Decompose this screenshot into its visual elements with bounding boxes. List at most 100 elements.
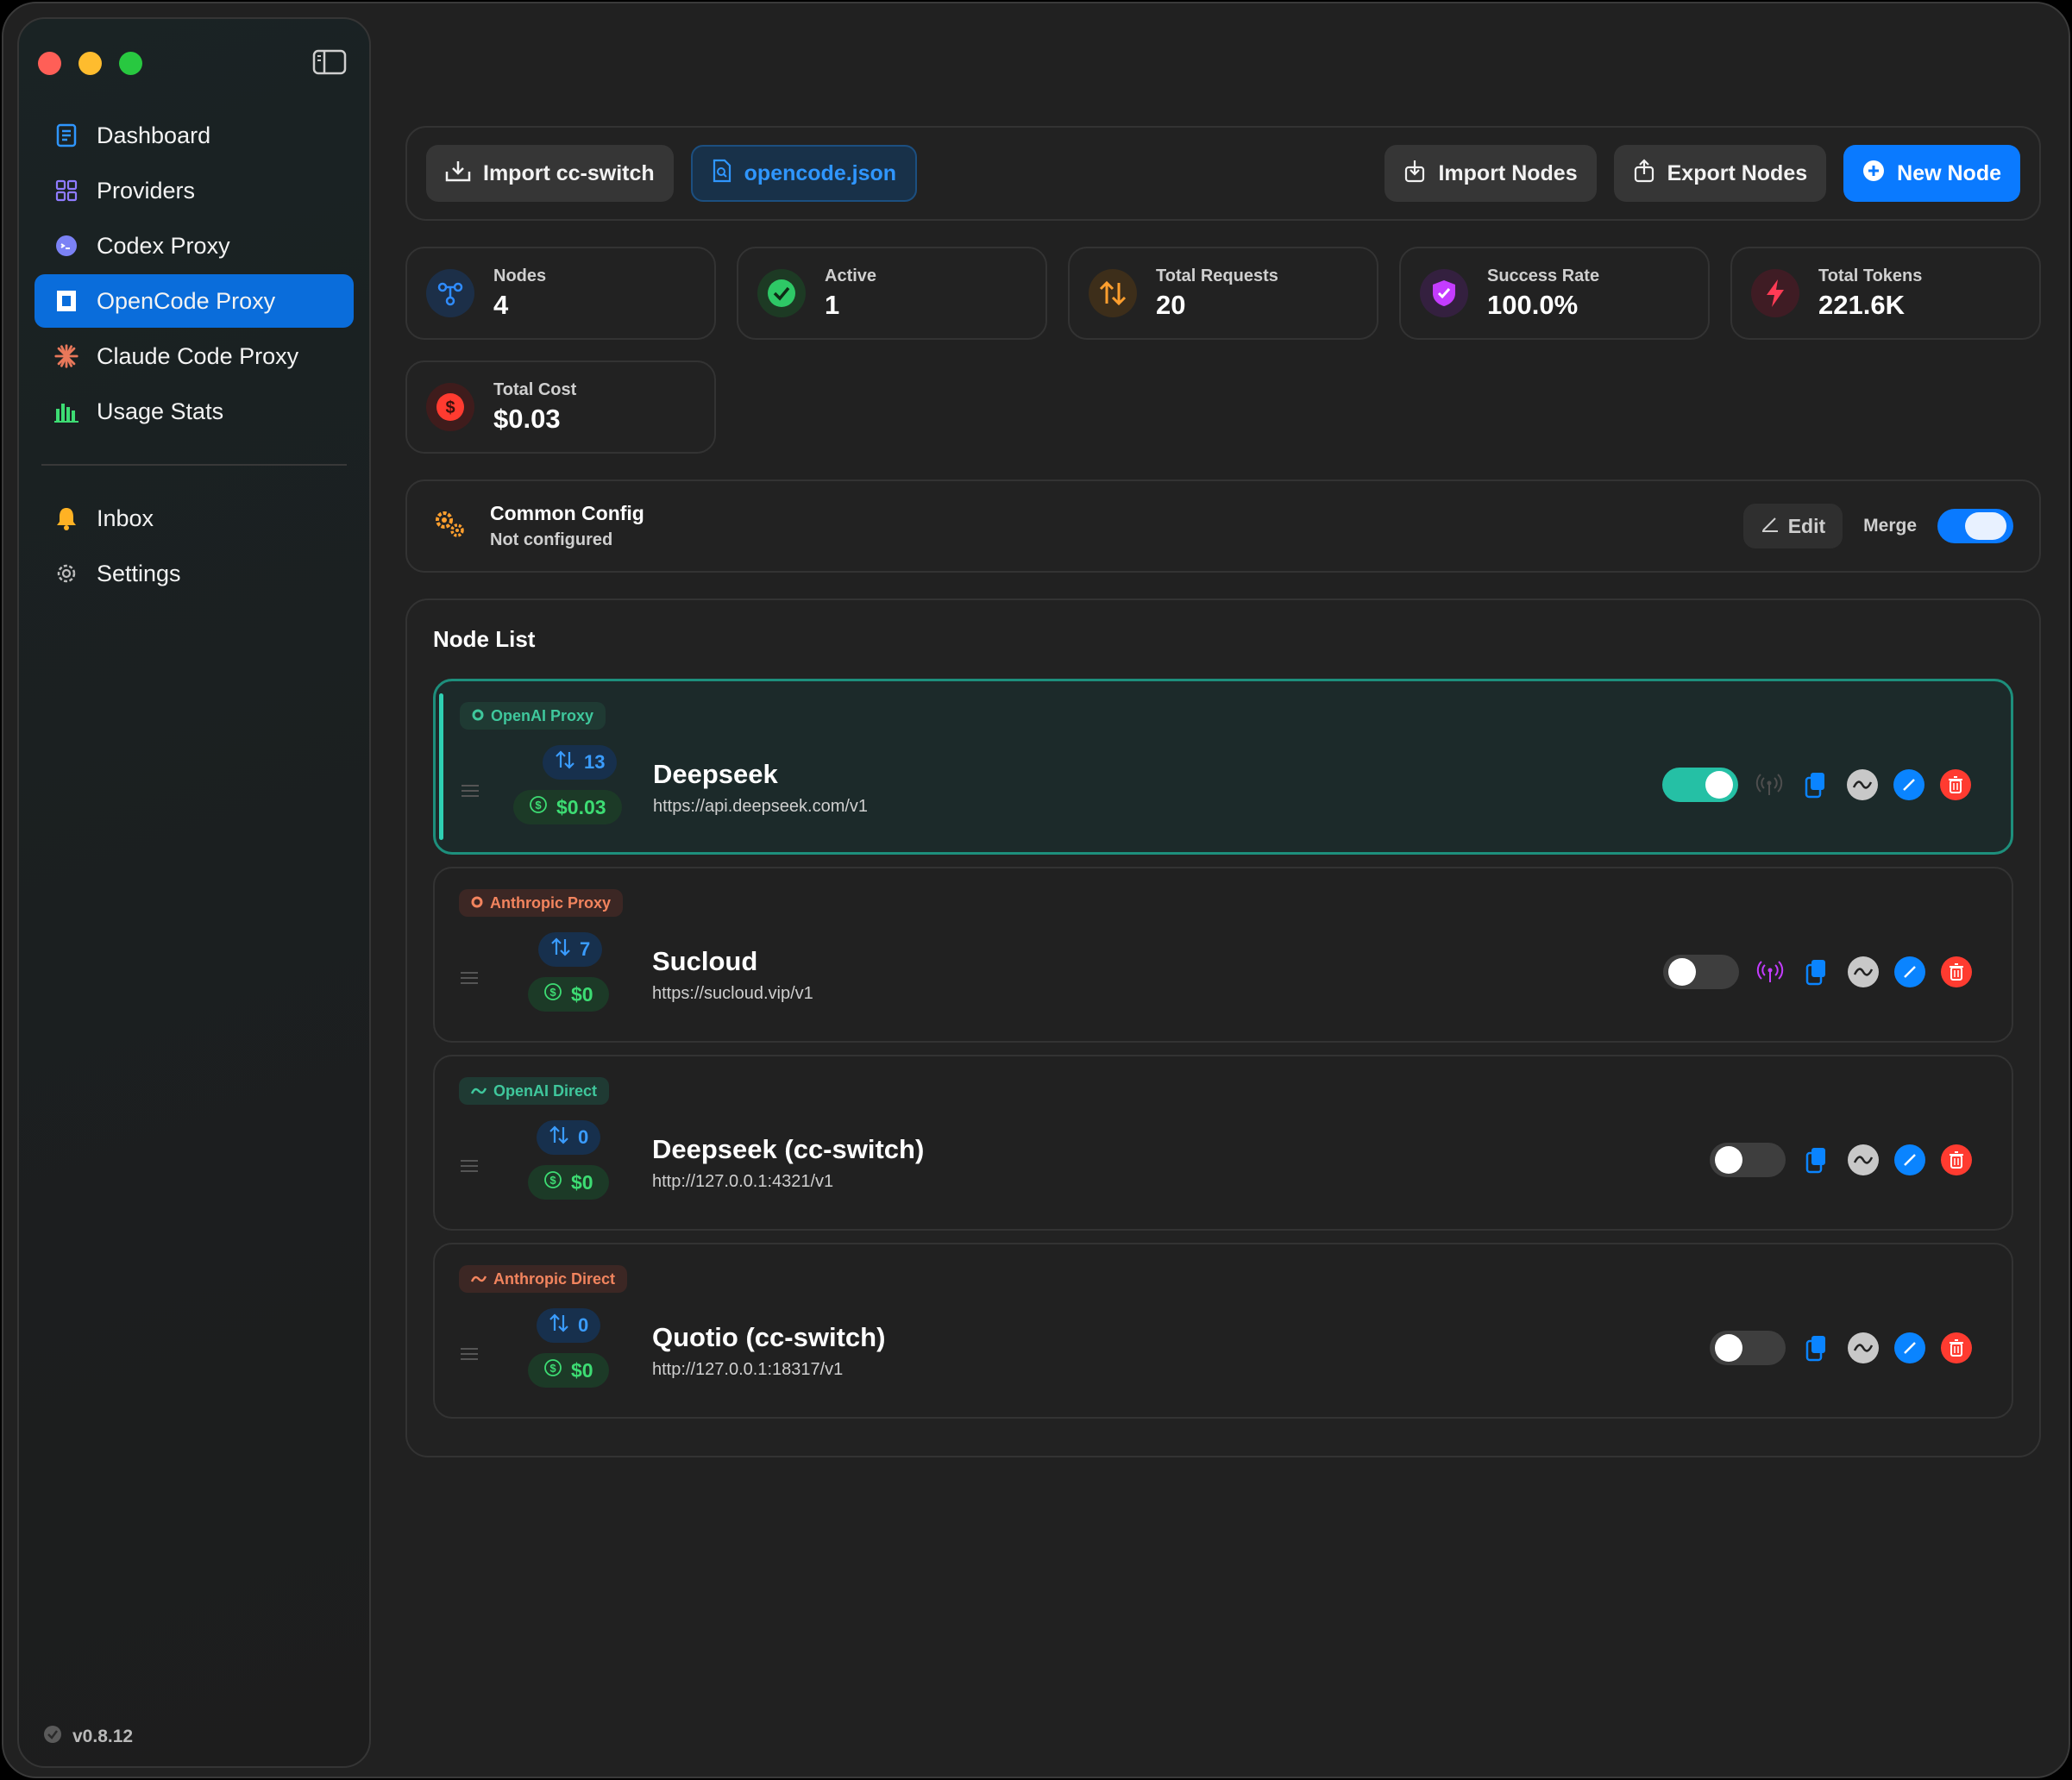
delete-trash-icon[interactable]	[1941, 956, 1972, 987]
node-card[interactable]: OpenAI Direct 0 $ $0 Deepseek (cc-switch…	[433, 1055, 2013, 1231]
cost-badge: $ $0	[528, 1353, 609, 1388]
dollar-circle-icon: $	[543, 1358, 562, 1382]
sidebar-item-dashboard[interactable]: Dashboard	[35, 109, 354, 162]
toggle-knob	[1965, 512, 2006, 540]
dollar-circle-icon: $	[426, 383, 474, 431]
cost-value: $0	[571, 1358, 593, 1382]
edit-node-icon[interactable]	[1894, 1332, 1925, 1363]
dollar-circle-icon: $	[529, 795, 548, 819]
common-config-actions: Edit Merge	[1742, 504, 2013, 548]
cost-value: $0.03	[556, 795, 606, 818]
sidebar-item-claude-code-proxy[interactable]: Claude Code Proxy	[35, 329, 354, 383]
opencode-json-label: opencode.json	[744, 160, 897, 185]
sidebar: Dashboard Providers Codex Proxy OpenCode…	[17, 17, 371, 1768]
edit-node-icon[interactable]	[1893, 769, 1924, 800]
node-enable-toggle[interactable]	[1710, 1143, 1786, 1177]
arrows-updown-icon	[550, 937, 571, 962]
sidebar-item-inbox[interactable]: Inbox	[35, 492, 354, 545]
arrows-updown-icon	[549, 1125, 569, 1150]
activity-icon[interactable]	[1848, 1144, 1879, 1175]
sidebar-item-label: Providers	[97, 177, 196, 204]
stat-card-total-cost: $ Total Cost $0.03	[405, 360, 716, 454]
stat-label: Total Tokens	[1818, 266, 1923, 285]
nodes-icon	[426, 269, 474, 317]
sidebar-item-providers[interactable]: Providers	[35, 164, 354, 217]
activity-icon[interactable]	[1848, 956, 1879, 987]
sidebar-item-settings[interactable]: Settings	[35, 547, 354, 600]
check-circle-icon	[757, 269, 806, 317]
broadcast-icon[interactable]	[1755, 956, 1786, 987]
copy-icon[interactable]	[1801, 1332, 1832, 1363]
node-url: http://127.0.0.1:4321/v1	[652, 1172, 834, 1191]
svg-text:$: $	[549, 1174, 556, 1187]
shield-check-icon	[1420, 269, 1468, 317]
dollar-circle-icon: $	[543, 1170, 562, 1194]
cost-value: $0	[571, 1170, 593, 1194]
node-tag-label: OpenAI Direct	[493, 1081, 598, 1100]
close-window-button[interactable]	[38, 52, 61, 75]
edit-config-button[interactable]: Edit	[1742, 504, 1843, 548]
stat-value: $0.03	[493, 403, 561, 434]
version-info: v0.8.12	[43, 1725, 133, 1749]
gear-icon	[53, 561, 79, 586]
node-enable-toggle[interactable]	[1663, 955, 1739, 989]
node-type-tag: OpenAI Proxy	[460, 702, 606, 730]
codex-icon	[53, 233, 79, 259]
toggle-knob	[1705, 771, 1733, 799]
node-url: https://sucloud.vip/v1	[652, 984, 813, 1003]
drag-handle-icon[interactable]	[461, 1160, 478, 1175]
node-actions	[1663, 955, 1972, 989]
node-tag-label: OpenAI Proxy	[491, 706, 594, 724]
drag-handle-icon[interactable]	[461, 972, 478, 987]
merge-toggle[interactable]	[1937, 509, 2013, 543]
activity-icon[interactable]	[1847, 769, 1878, 800]
pencil-icon	[1761, 514, 1780, 538]
drag-handle-icon[interactable]	[461, 785, 479, 800]
sidebar-item-usage-stats[interactable]: Usage Stats	[35, 385, 354, 438]
opencode-json-button[interactable]: opencode.json	[690, 145, 918, 202]
stat-card-success-rate: Success Rate 100.0%	[1399, 247, 1710, 340]
import-ccswitch-label: Import cc-switch	[483, 160, 655, 185]
export-nodes-button[interactable]: Export Nodes	[1613, 145, 1827, 202]
stat-card-active: Active 1	[737, 247, 1047, 340]
delete-trash-icon[interactable]	[1940, 769, 1971, 800]
new-node-label: New Node	[1897, 160, 2001, 185]
node-card[interactable]: Anthropic Direct 0 $ $0 Quotio (cc-switc…	[433, 1243, 2013, 1419]
sidebar-item-codex-proxy[interactable]: Codex Proxy	[35, 219, 354, 273]
zoom-window-button[interactable]	[119, 52, 142, 75]
sidebar-item-opencode-proxy[interactable]: OpenCode Proxy	[35, 274, 354, 328]
share-icon	[1633, 158, 1655, 189]
copy-icon[interactable]	[1800, 769, 1831, 800]
broadcast-icon[interactable]	[1754, 769, 1785, 800]
new-node-button[interactable]: New Node	[1843, 145, 2020, 202]
node-name: Deepseek (cc-switch)	[652, 1134, 925, 1164]
node-enable-toggle[interactable]	[1710, 1331, 1786, 1365]
import-ccswitch-button[interactable]: Import cc-switch	[426, 145, 674, 202]
delete-trash-icon[interactable]	[1941, 1144, 1972, 1175]
edit-node-icon[interactable]	[1894, 1144, 1925, 1175]
request-count-badge: 7	[538, 932, 603, 967]
stat-card-nodes: Nodes 4	[405, 247, 716, 340]
import-nodes-button[interactable]: Import Nodes	[1384, 145, 1597, 202]
bell-icon	[53, 505, 79, 531]
stat-value: 1	[825, 289, 840, 320]
edit-node-icon[interactable]	[1894, 956, 1925, 987]
stat-label: Success Rate	[1487, 266, 1600, 285]
copy-icon[interactable]	[1801, 1144, 1832, 1175]
activity-icon[interactable]	[1848, 1332, 1879, 1363]
toggle-knob	[1668, 958, 1696, 986]
import-nodes-label: Import Nodes	[1438, 160, 1578, 185]
node-card[interactable]: Anthropic Proxy 7 $ $0 Sucloud https://s…	[433, 867, 2013, 1043]
copy-icon[interactable]	[1801, 956, 1832, 987]
node-card[interactable]: OpenAI Proxy 13 $ $0.03 Deepseek https:/…	[433, 679, 2013, 855]
export-nodes-label: Export Nodes	[1667, 160, 1808, 185]
stat-value: 100.0%	[1487, 289, 1579, 320]
minimize-window-button[interactable]	[78, 52, 102, 75]
drag-handle-icon[interactable]	[461, 1348, 478, 1363]
common-config-title: Common Config	[490, 502, 644, 524]
cost-badge: $ $0	[528, 1165, 609, 1200]
delete-trash-icon[interactable]	[1941, 1332, 1972, 1363]
sidebar-toggle-icon[interactable]	[312, 48, 347, 76]
node-name: Sucloud	[652, 946, 758, 976]
node-enable-toggle[interactable]	[1662, 768, 1738, 802]
